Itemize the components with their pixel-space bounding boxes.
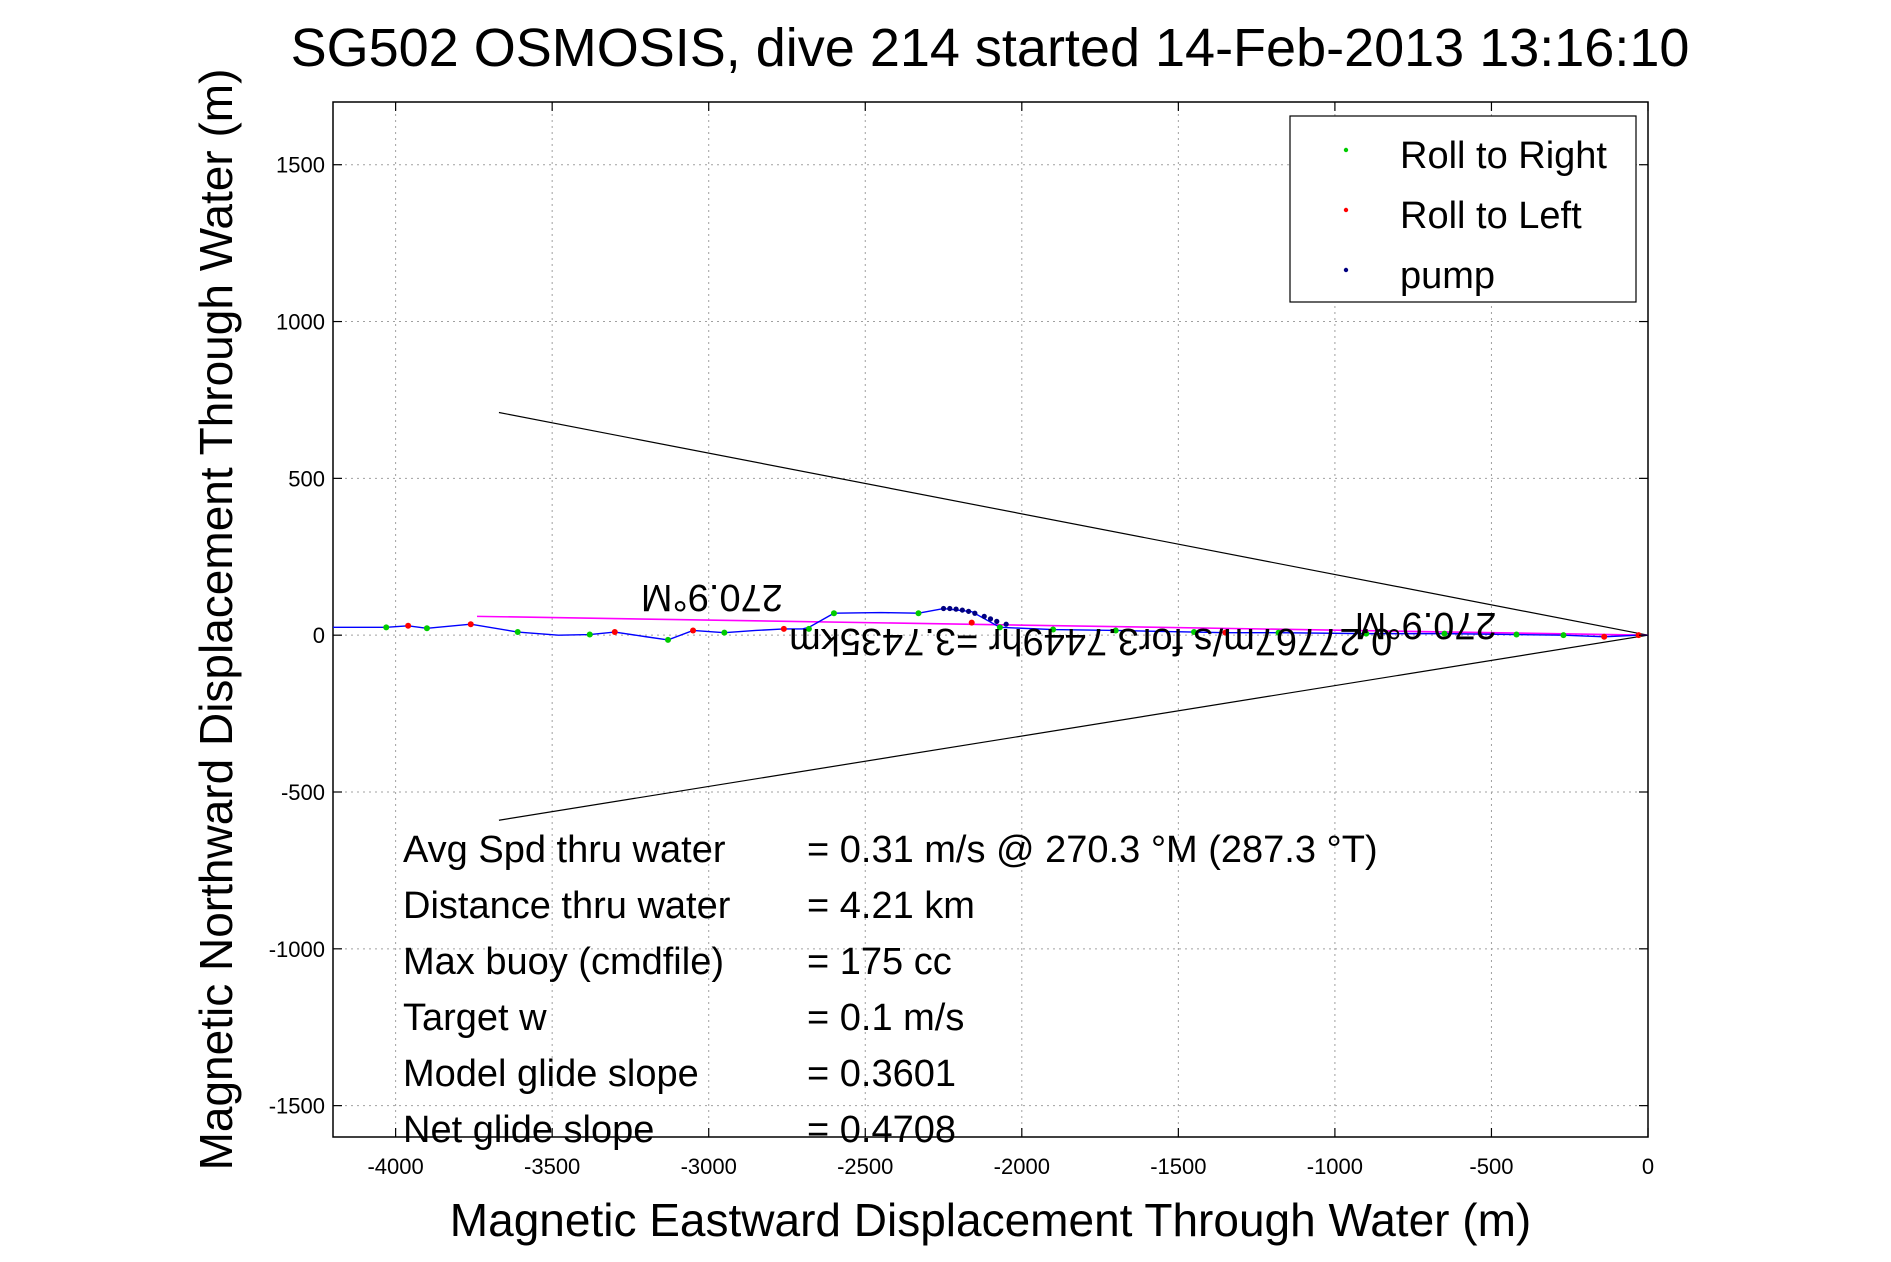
stat-value: = 0.31 m/s @ 270.3 °M (287.3 °T) xyxy=(807,829,1378,871)
roll-right-point xyxy=(423,625,430,632)
roll-right-point xyxy=(665,636,672,643)
pump-point xyxy=(953,606,959,612)
roll-right-point xyxy=(1441,630,1448,637)
roll-right-point xyxy=(1560,632,1567,639)
roll-left-point xyxy=(1635,632,1642,639)
pump-point xyxy=(940,605,947,612)
y-tick-label: 500 xyxy=(288,466,325,491)
stat-label: Target w xyxy=(403,997,547,1039)
x-tick-label: -2500 xyxy=(837,1154,893,1179)
pump-point xyxy=(972,610,978,616)
y-tick-label: 1500 xyxy=(276,153,325,178)
roll-right-point xyxy=(1112,627,1119,634)
roll-right-point xyxy=(1191,629,1198,636)
stat-value: = 0.1 m/s xyxy=(807,997,964,1039)
stat-value: = 0.4708 xyxy=(807,1109,956,1151)
x-tick-label: -1500 xyxy=(1150,1154,1206,1179)
roll-left-point xyxy=(405,622,412,629)
x-tick-label: -2000 xyxy=(994,1154,1050,1179)
roll-right-point xyxy=(514,629,521,636)
roll-left-point xyxy=(968,619,975,626)
roll-right-point xyxy=(805,625,812,632)
pump-point xyxy=(959,607,965,613)
x-tick-label: -3500 xyxy=(524,1154,580,1179)
roll-right-point xyxy=(830,610,837,617)
stat-value: = 0.3601 xyxy=(807,1053,956,1095)
heading-annotation: 270.9°M xyxy=(1355,604,1497,646)
y-tick-label: 1000 xyxy=(276,310,325,335)
legend: Roll to Right Roll to Left pump xyxy=(1289,115,1637,303)
stat-label: Avg Spd thru water xyxy=(403,829,726,871)
chart-title: SG502 OSMOSIS, dive 214 started 14-Feb-2… xyxy=(291,18,1690,78)
y-tick-label: -500 xyxy=(281,780,325,805)
roll-left-point xyxy=(1222,629,1229,636)
heading-cone-line xyxy=(498,634,1649,821)
pump-point xyxy=(947,605,953,612)
pump-point xyxy=(987,616,994,622)
depth-avg-current xyxy=(477,615,1649,636)
stat-value: = 4.21 km xyxy=(807,885,975,927)
heading-annotation: 0.27767m/s for3.7449hr =3.7435km xyxy=(789,620,1392,662)
roll-left-point xyxy=(1601,633,1608,640)
plot-frame xyxy=(332,101,1649,1138)
roll-right-point xyxy=(915,610,922,617)
pump-point xyxy=(994,618,1000,624)
roll-left-point xyxy=(467,621,474,628)
y-tick-label: -1000 xyxy=(269,937,325,962)
stat-label: Model glide slope xyxy=(403,1053,699,1095)
roll-right-point xyxy=(383,624,390,631)
x-tick-label: -1000 xyxy=(1307,1154,1363,1179)
legend-marker xyxy=(1343,147,1349,153)
x-tick-label: -4000 xyxy=(367,1154,423,1179)
roll-right-point xyxy=(721,629,728,636)
heading-annotation: 270.9°M xyxy=(641,576,783,618)
roll-right-point xyxy=(586,631,593,638)
markers xyxy=(383,605,1642,643)
y-axis-label: Magnetic Northward Displacement Through … xyxy=(190,69,242,1171)
roll-right-point xyxy=(1363,630,1370,637)
heading-cone xyxy=(498,411,1649,821)
roll-left-point xyxy=(690,627,697,634)
y-tick-label: 0 xyxy=(313,623,325,648)
current-line xyxy=(477,615,1649,636)
legend-label: Roll to Right xyxy=(1400,135,1607,177)
roll-right-point xyxy=(1513,631,1520,638)
legend-marker xyxy=(1343,207,1349,213)
stat-label: Distance thru water xyxy=(403,885,731,927)
axis-ticks: -4000 -3500 -3000 -2500 -2000 -1500 -1000 -500 0… xyxy=(269,102,1654,1179)
roll-left-point xyxy=(780,625,787,632)
heading-cone-line xyxy=(498,411,1649,636)
pump-point xyxy=(981,613,987,619)
stats-block: Avg Spd thru water = 0.31 m/s @ 270.3 °M … xyxy=(403,829,1378,1151)
legend-marker xyxy=(1343,267,1349,273)
x-tick-label: -500 xyxy=(1469,1154,1513,1179)
legend-label: pump xyxy=(1400,255,1495,297)
roll-right-point xyxy=(996,624,1003,631)
stat-label: Max buoy (cmdfile) xyxy=(403,941,724,983)
x-axis-label: Magnetic Eastward Displacement Through W… xyxy=(450,1194,1531,1246)
roll-right-point xyxy=(1050,626,1057,633)
roll-right-point xyxy=(1275,629,1282,636)
stat-value: = 175 cc xyxy=(807,941,952,983)
annotations: 270.9°M 270.9°M0.27767m/s for3.7449hr =3.… xyxy=(641,576,1497,662)
x-tick-label: 0 xyxy=(1642,1154,1654,1179)
stat-label: Net glide slope xyxy=(403,1109,654,1151)
pump-point xyxy=(1003,621,1009,627)
y-tick-label: -1500 xyxy=(269,1094,325,1119)
roll-left-point xyxy=(611,629,618,636)
pump-point xyxy=(965,608,972,614)
x-tick-label: -3000 xyxy=(681,1154,737,1179)
legend-label: Roll to Left xyxy=(1400,195,1582,237)
